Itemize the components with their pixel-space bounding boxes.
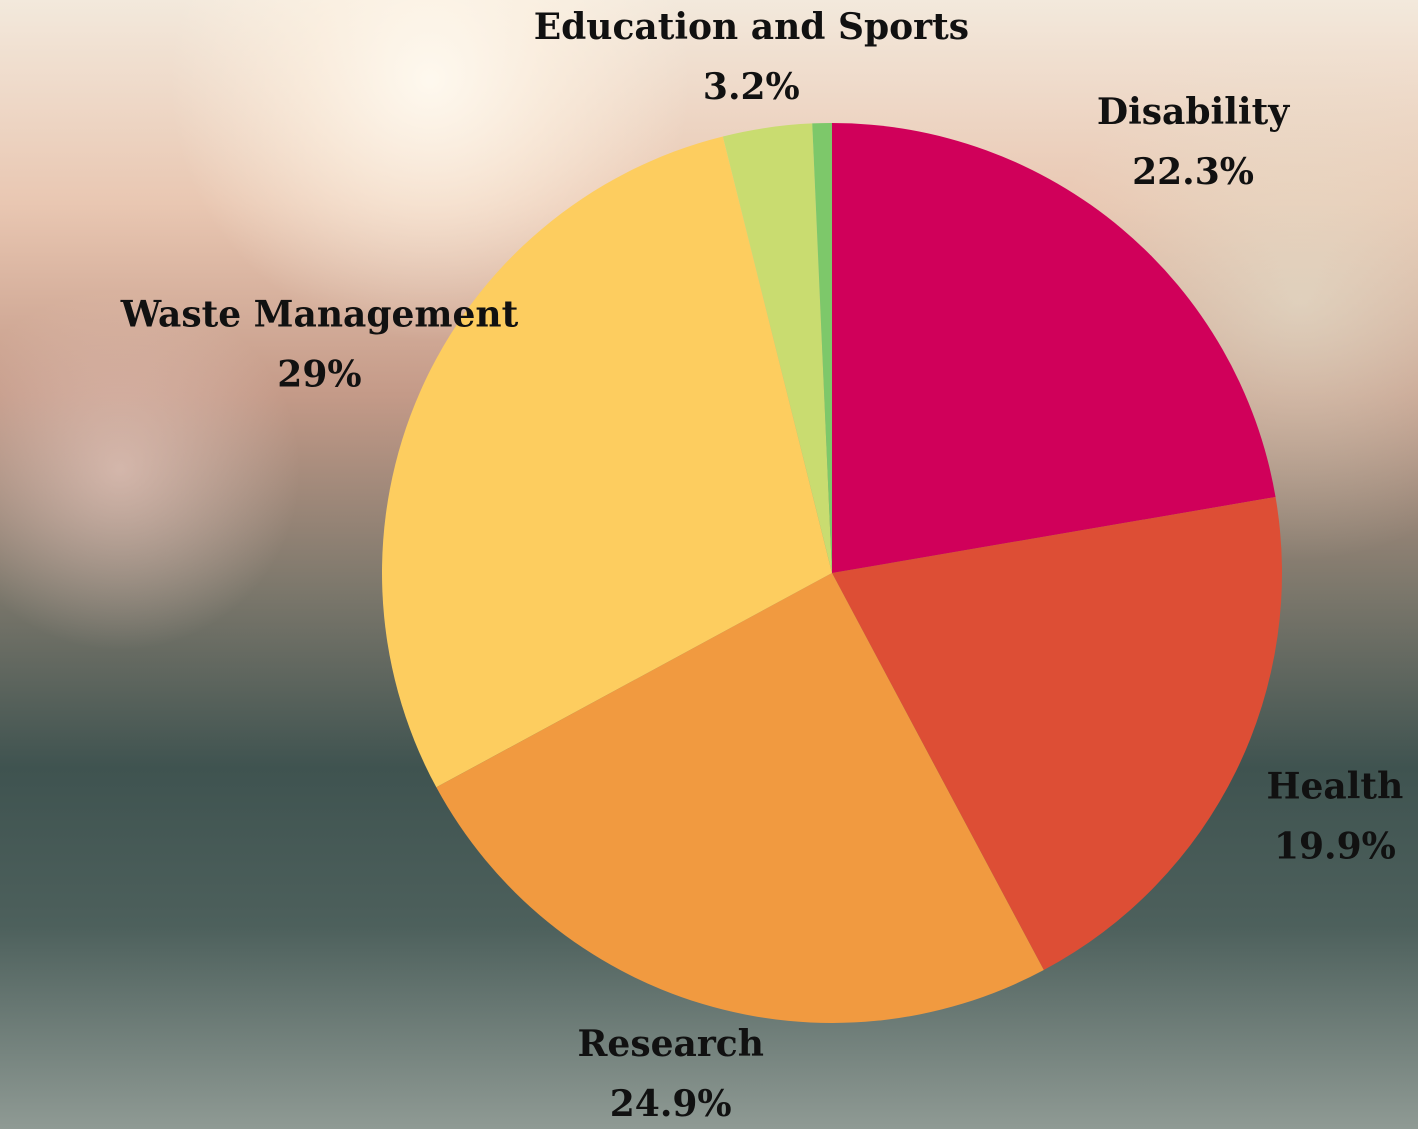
- slice-category: Education and Sports: [534, 6, 969, 48]
- slice-category: Health: [1267, 765, 1404, 807]
- slice-category: Waste Management: [120, 293, 519, 335]
- pie-slice: [812, 123, 832, 573]
- pie-slice: [832, 123, 1276, 573]
- slice-value: 3.2%: [703, 66, 800, 108]
- slice-value: 22.3%: [1132, 151, 1254, 193]
- slice-category: Research: [578, 1023, 764, 1065]
- slice-label: Research 24.9%: [578, 1023, 764, 1125]
- slice-value: 29%: [277, 353, 361, 395]
- slice-label: Waste Management 29%: [120, 293, 519, 395]
- pie-slice: [382, 136, 832, 788]
- slice-label: Disability 22.3%: [1097, 91, 1290, 193]
- slice-label: Education and Sports 3.2%: [534, 6, 969, 108]
- pie-slice: [436, 573, 1044, 1023]
- slice-value: 24.9%: [610, 1083, 732, 1125]
- slice-label: Health 19.9%: [1267, 765, 1404, 867]
- pie-slice: [832, 497, 1282, 971]
- slice-category: Disability: [1097, 91, 1290, 133]
- slice-value: 19.9%: [1274, 825, 1396, 867]
- pie-slice: [722, 123, 832, 573]
